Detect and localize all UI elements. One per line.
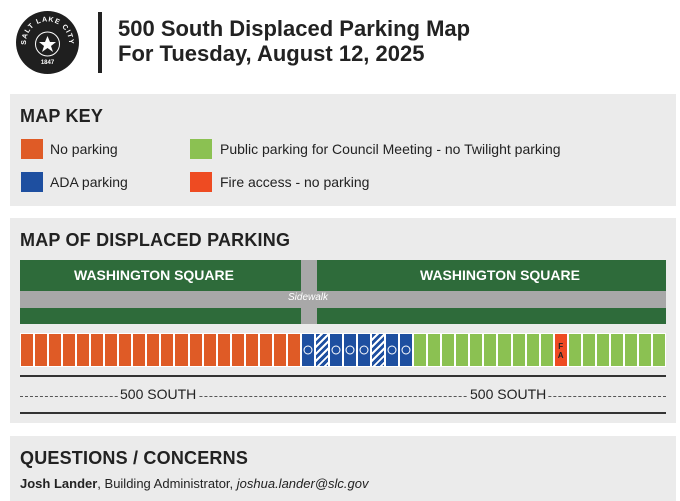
map-key-heading: MAP KEY: [20, 106, 104, 126]
ada-access-aisle: [371, 333, 386, 367]
public-parking-stall: [441, 333, 456, 367]
public-parking-stall: [539, 333, 554, 367]
ada-parking-stall: [399, 333, 414, 367]
accessibility-icon: [387, 345, 397, 355]
no-parking-stall: [286, 333, 301, 367]
public-parking-stall: [469, 333, 484, 367]
seal-year: 1847: [40, 60, 55, 66]
no-parking-stall: [146, 333, 161, 367]
no-parking-stall: [90, 333, 105, 367]
no-parking-stall: [104, 333, 119, 367]
header-divider: [98, 12, 102, 73]
ada-parking-label: ADA parking: [50, 174, 128, 190]
contact-email[interactable]: joshua.lander@slc.gov: [236, 476, 369, 491]
ada-parking-stall: [357, 333, 372, 367]
accessibility-icon: [331, 345, 341, 355]
ada-parking-stall: [385, 333, 400, 367]
street-label-right: 500 SOUTH: [468, 386, 549, 402]
no-parking-stall: [76, 333, 91, 367]
no-parking-stall: [230, 333, 245, 367]
no-parking-label: No parking: [50, 141, 118, 157]
public-parking-stall: [567, 333, 582, 367]
no-parking-swatch: [21, 139, 43, 159]
public-parking-stall: [427, 333, 442, 367]
washington-square-right-label: WASHINGTON SQUARE: [420, 267, 580, 283]
ada-access-aisle: [314, 333, 329, 367]
sidewalk-label: Sidewalk: [287, 292, 329, 303]
street-label-left: 500 SOUTH: [118, 386, 199, 402]
questions-heading: QUESTIONS / CONCERNS: [20, 448, 249, 468]
public-parking-stall: [413, 333, 428, 367]
questions-panel: QUESTIONS / CONCERNS Josh Lander, Buildi…: [10, 436, 676, 501]
public-parking-stall: [455, 333, 470, 367]
no-parking-stall: [216, 333, 231, 367]
no-parking-stall: [244, 333, 259, 367]
fire-access-letter: A: [557, 351, 564, 360]
no-parking-stall: [272, 333, 287, 367]
public-parking-stall: [637, 333, 652, 367]
seal-emblem-icon: SALT LAKE CITY: [21, 16, 73, 57]
public-parking-stall: [525, 333, 540, 367]
accessibility-icon: [303, 345, 313, 355]
page-title: 500 South Displaced Parking Map: [118, 16, 471, 41]
header: SALT LAKE CITY 1847 500 South Displaced …: [0, 0, 680, 88]
accessibility-icon: [401, 345, 411, 355]
ada-parking-stall: [343, 333, 358, 367]
no-parking-stall: [20, 333, 35, 367]
no-parking-stall: [118, 333, 133, 367]
contact-role: , Building Administrator,: [97, 476, 237, 491]
parking-map-heading: MAP OF DISPLACED PARKING: [20, 230, 291, 250]
no-parking-stall: [34, 333, 49, 367]
ada-parking-stall: [300, 333, 315, 367]
no-parking-stall: [188, 333, 203, 367]
ada-parking-swatch: [21, 172, 43, 192]
ada-parking-stall: [328, 333, 343, 367]
fire-access-letter: F: [558, 342, 564, 351]
public-parking-swatch: [190, 139, 212, 159]
public-parking-stall: [609, 333, 624, 367]
page-subtitle: For Tuesday, August 12, 2025: [118, 41, 425, 66]
no-parking-stall: [48, 333, 63, 367]
public-parking-stall: [595, 333, 610, 367]
fire-access-swatch: [190, 172, 212, 192]
public-parking-stall: [511, 333, 526, 367]
no-parking-stall: [174, 333, 189, 367]
contact-line: Josh Lander, Building Administrator, jos…: [20, 476, 368, 491]
sidewalk-vertical: [301, 260, 317, 324]
no-parking-stall: [258, 333, 273, 367]
no-parking-stall: [160, 333, 175, 367]
road-edge-top: [20, 375, 666, 377]
washington-square-left-label: WASHINGTON SQUARE: [74, 267, 234, 283]
sidewalk-horizontal: [20, 291, 666, 308]
public-parking-stall: [483, 333, 498, 367]
parking-map-panel: MAP OF DISPLACED PARKING WASHINGTON SQUA…: [10, 218, 676, 423]
city-seal-logo: SALT LAKE CITY 1847: [16, 11, 79, 74]
fire-access-label: Fire access - no parking: [220, 174, 370, 190]
public-parking-stall: [651, 333, 666, 367]
public-parking-stall: [581, 333, 596, 367]
map-key-panel: MAP KEY No parking ADA parking Public pa…: [10, 94, 676, 206]
public-parking-label: Public parking for Council Meeting - no …: [220, 141, 561, 157]
public-parking-stall: [623, 333, 638, 367]
no-parking-stall: [132, 333, 147, 367]
road-centerline: [20, 396, 666, 397]
accessibility-icon: [359, 345, 369, 355]
public-parking-stall: [497, 333, 512, 367]
accessibility-icon: [345, 345, 355, 355]
contact-name: Josh Lander: [20, 476, 98, 491]
no-parking-stall: [62, 333, 77, 367]
no-parking-stall: [202, 333, 217, 367]
road-edge-bottom: [20, 412, 666, 414]
